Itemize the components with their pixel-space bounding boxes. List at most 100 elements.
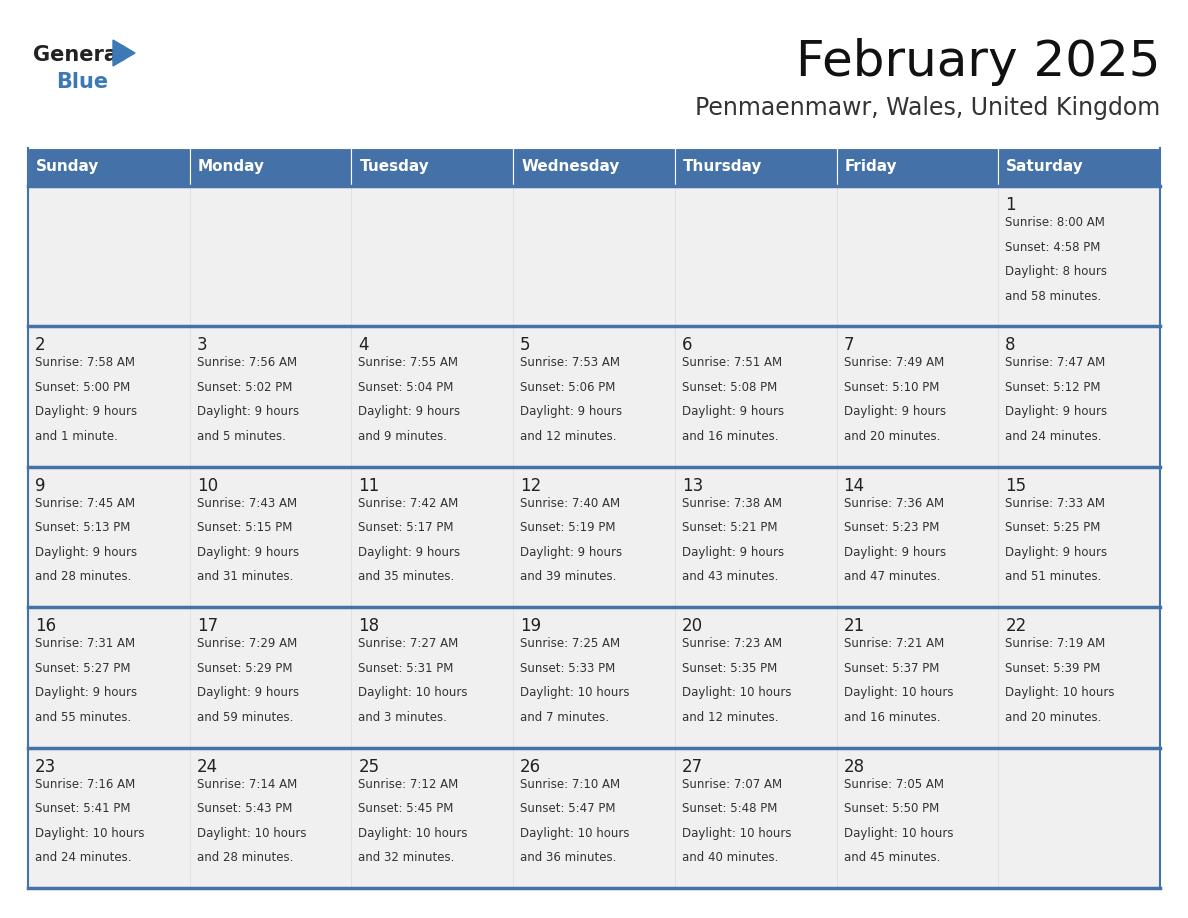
Text: Sunrise: 7:40 AM: Sunrise: 7:40 AM	[520, 497, 620, 509]
Text: Sunset: 5:45 PM: Sunset: 5:45 PM	[359, 802, 454, 815]
Bar	[998, 747, 1159, 888]
Text: 19: 19	[520, 617, 542, 635]
Text: Sunset: 5:47 PM: Sunset: 5:47 PM	[520, 802, 615, 815]
Text: 2: 2	[34, 336, 45, 354]
Bar	[190, 747, 352, 888]
Text: 18: 18	[359, 617, 379, 635]
Text: Daylight: 10 hours: Daylight: 10 hours	[682, 687, 791, 700]
Text: Sunrise: 7:47 AM: Sunrise: 7:47 AM	[1005, 356, 1106, 369]
Text: Daylight: 9 hours: Daylight: 9 hours	[1005, 546, 1107, 559]
Text: Sunrise: 7:31 AM: Sunrise: 7:31 AM	[34, 637, 135, 650]
Text: Sunset: 5:02 PM: Sunset: 5:02 PM	[197, 381, 292, 394]
Text: Sunrise: 8:00 AM: Sunrise: 8:00 AM	[1005, 216, 1105, 229]
Text: and 1 minute.: and 1 minute.	[34, 430, 118, 443]
Text: and 9 minutes.: and 9 minutes.	[359, 430, 448, 443]
Text: and 36 minutes.: and 36 minutes.	[520, 851, 617, 864]
Text: Sunrise: 7:55 AM: Sunrise: 7:55 AM	[359, 356, 459, 369]
Text: Daylight: 9 hours: Daylight: 9 hours	[520, 406, 623, 419]
Text: and 24 minutes.: and 24 minutes.	[1005, 430, 1101, 443]
Text: and 28 minutes.: and 28 minutes.	[34, 570, 132, 584]
Bar	[998, 186, 1159, 327]
Bar	[352, 148, 513, 186]
Text: Daylight: 9 hours: Daylight: 9 hours	[682, 546, 784, 559]
Text: Sunrise: 7:45 AM: Sunrise: 7:45 AM	[34, 497, 135, 509]
Text: and 40 minutes.: and 40 minutes.	[682, 851, 778, 864]
Text: Daylight: 10 hours: Daylight: 10 hours	[359, 687, 468, 700]
Bar	[190, 607, 352, 747]
Bar	[190, 466, 352, 607]
Bar	[836, 186, 998, 327]
Text: Daylight: 9 hours: Daylight: 9 hours	[197, 406, 299, 419]
Text: Saturday: Saturday	[1006, 160, 1083, 174]
Text: Sunset: 5:37 PM: Sunset: 5:37 PM	[843, 662, 939, 675]
Text: Sunrise: 7:21 AM: Sunrise: 7:21 AM	[843, 637, 943, 650]
Text: Sunset: 5:31 PM: Sunset: 5:31 PM	[359, 662, 454, 675]
Text: Daylight: 10 hours: Daylight: 10 hours	[520, 827, 630, 840]
Text: Sunrise: 7:05 AM: Sunrise: 7:05 AM	[843, 778, 943, 790]
Bar	[675, 747, 836, 888]
Text: 14: 14	[843, 476, 865, 495]
Text: 13: 13	[682, 476, 703, 495]
Text: 8: 8	[1005, 336, 1016, 354]
Bar	[190, 327, 352, 466]
Text: Daylight: 9 hours: Daylight: 9 hours	[34, 546, 137, 559]
Text: Daylight: 10 hours: Daylight: 10 hours	[843, 827, 953, 840]
Text: 1: 1	[1005, 196, 1016, 214]
Text: General: General	[33, 45, 125, 65]
Text: Daylight: 10 hours: Daylight: 10 hours	[682, 827, 791, 840]
Text: and 20 minutes.: and 20 minutes.	[843, 430, 940, 443]
Bar	[513, 607, 675, 747]
Text: Sunrise: 7:49 AM: Sunrise: 7:49 AM	[843, 356, 943, 369]
Bar	[675, 186, 836, 327]
Text: and 59 minutes.: and 59 minutes.	[197, 711, 293, 723]
Bar	[513, 327, 675, 466]
Bar	[998, 148, 1159, 186]
Text: and 16 minutes.: and 16 minutes.	[843, 711, 940, 723]
Text: Sunset: 5:50 PM: Sunset: 5:50 PM	[843, 802, 939, 815]
Text: Sunset: 5:39 PM: Sunset: 5:39 PM	[1005, 662, 1100, 675]
Text: Daylight: 9 hours: Daylight: 9 hours	[34, 406, 137, 419]
Text: Sunrise: 7:36 AM: Sunrise: 7:36 AM	[843, 497, 943, 509]
Bar	[836, 466, 998, 607]
Text: and 51 minutes.: and 51 minutes.	[1005, 570, 1101, 584]
Text: 25: 25	[359, 757, 379, 776]
Text: Thursday: Thursday	[683, 160, 763, 174]
Text: and 43 minutes.: and 43 minutes.	[682, 570, 778, 584]
Text: Daylight: 9 hours: Daylight: 9 hours	[197, 546, 299, 559]
Text: Sunset: 5:19 PM: Sunset: 5:19 PM	[520, 521, 615, 534]
Text: 23: 23	[34, 757, 56, 776]
Text: 3: 3	[197, 336, 208, 354]
Text: and 7 minutes.: and 7 minutes.	[520, 711, 609, 723]
Text: Friday: Friday	[845, 160, 897, 174]
Text: February 2025: February 2025	[796, 38, 1159, 86]
Text: Sunset: 4:58 PM: Sunset: 4:58 PM	[1005, 241, 1100, 253]
Text: Sunset: 5:35 PM: Sunset: 5:35 PM	[682, 662, 777, 675]
Text: Daylight: 9 hours: Daylight: 9 hours	[843, 546, 946, 559]
Bar	[29, 747, 190, 888]
Text: 12: 12	[520, 476, 542, 495]
Text: Daylight: 9 hours: Daylight: 9 hours	[34, 687, 137, 700]
Bar	[190, 186, 352, 327]
Text: Wednesday: Wednesday	[522, 160, 619, 174]
Text: Sunrise: 7:10 AM: Sunrise: 7:10 AM	[520, 778, 620, 790]
Bar	[513, 148, 675, 186]
Text: 21: 21	[843, 617, 865, 635]
Text: Sunset: 5:17 PM: Sunset: 5:17 PM	[359, 521, 454, 534]
Text: Daylight: 9 hours: Daylight: 9 hours	[197, 687, 299, 700]
Bar	[29, 148, 190, 186]
Text: 4: 4	[359, 336, 369, 354]
Bar	[998, 327, 1159, 466]
Text: Daylight: 10 hours: Daylight: 10 hours	[197, 827, 307, 840]
Text: and 12 minutes.: and 12 minutes.	[520, 430, 617, 443]
Text: and 45 minutes.: and 45 minutes.	[843, 851, 940, 864]
Bar	[513, 747, 675, 888]
Text: 5: 5	[520, 336, 531, 354]
Bar	[190, 148, 352, 186]
Text: 15: 15	[1005, 476, 1026, 495]
Text: 20: 20	[682, 617, 703, 635]
Bar	[836, 747, 998, 888]
Text: Sunset: 5:21 PM: Sunset: 5:21 PM	[682, 521, 777, 534]
Text: 16: 16	[34, 617, 56, 635]
Text: and 5 minutes.: and 5 minutes.	[197, 430, 285, 443]
Text: 6: 6	[682, 336, 693, 354]
